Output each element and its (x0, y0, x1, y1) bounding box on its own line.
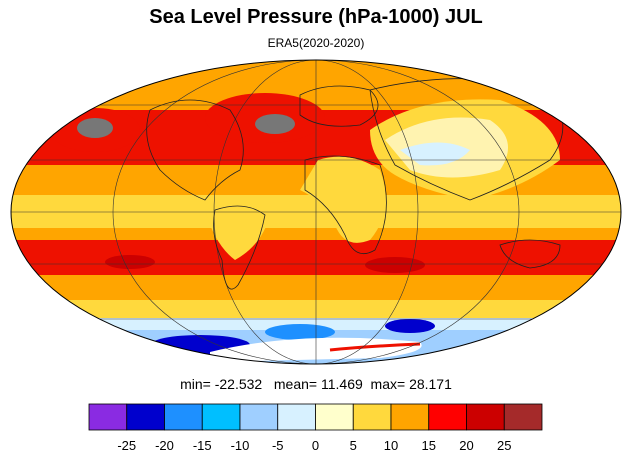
colorbar-swatch (352, 403, 392, 431)
antarctic-plateau-high (329, 342, 421, 352)
max-label: max= (370, 376, 406, 392)
colorbar-swatch (428, 403, 467, 431)
colorbar-swatch (390, 403, 430, 431)
graticule (11, 60, 621, 364)
colorbar-swatch (466, 403, 505, 431)
min-label: min= (180, 376, 211, 392)
south-indian-high (365, 257, 425, 273)
mean-value: 11.469 (320, 376, 363, 392)
max-value: 28.171 (409, 376, 452, 392)
south-america-low (205, 203, 270, 260)
azores-high-core (255, 114, 295, 134)
globe-outline (10, 59, 622, 365)
colorbar-swatch (164, 403, 203, 431)
africa-low (300, 156, 386, 243)
stats-line: min= -22.532 mean= 11.469 max= 28.171 (0, 376, 632, 392)
map-subtitle: ERA5(2020-2020) (267, 36, 365, 50)
map-title: Sea Level Pressure (hPa-1000) JUL (149, 6, 483, 28)
colorbar-swatch (88, 403, 128, 431)
colorbar-swatch (315, 403, 354, 431)
colorbar-tick-label: -25 (117, 438, 136, 453)
mean-label: mean= (273, 376, 318, 392)
colorbar-tick-label: -10 (231, 438, 250, 453)
colorbar-swatch (239, 403, 279, 431)
min-value: -22.532 (214, 376, 263, 392)
colorbar-swatch (277, 403, 316, 431)
colorbar-swatch (201, 403, 241, 431)
colorbar-tick-label: 20 (459, 438, 473, 453)
colorbar-tick-label: -15 (193, 438, 212, 453)
colorbar-tick-label: 15 (422, 438, 436, 453)
antarctic-low-center (265, 324, 335, 340)
antarctic-low-east (385, 319, 435, 333)
colorbar-swatch (126, 403, 165, 431)
colorbar-swatch (503, 403, 543, 431)
colorbar-tick-label: 0 (312, 438, 319, 453)
south-pacific-high (105, 255, 155, 269)
colorbar-tick-label: 10 (384, 438, 398, 453)
colorbar-tick-label: 25 (497, 438, 511, 453)
pressure-field (11, 60, 621, 364)
north-pacific-high-core (77, 118, 113, 138)
asian-low-core (400, 142, 470, 166)
colorbar-tick-label: 5 (350, 438, 357, 453)
colorbar-tick-label: -5 (272, 438, 284, 453)
colorbar-tick-label: -20 (155, 438, 174, 453)
